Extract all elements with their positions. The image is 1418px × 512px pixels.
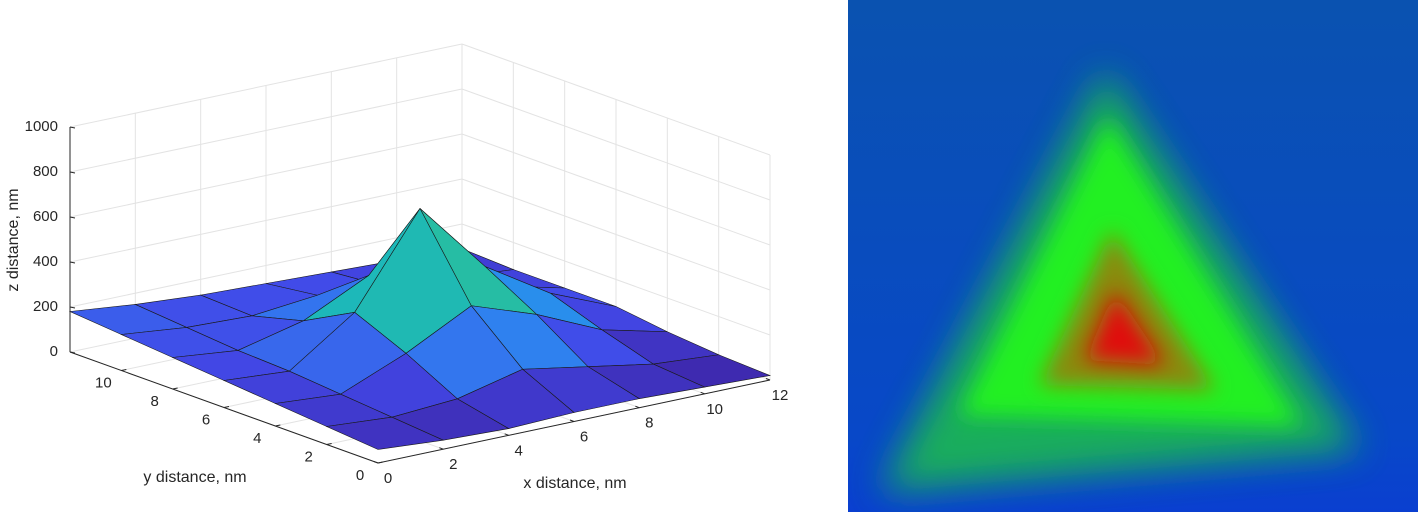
grid-line [69,133,463,218]
x-tick-label: 8 [645,415,653,432]
grid-line [461,88,771,201]
z-tick [69,171,76,174]
z-axis-label: z distance, nm [5,188,22,291]
z-tick [69,216,76,219]
x-axis-label: x distance, nm [523,475,626,492]
x-tick-label: 2 [449,456,457,473]
x-tick-label: 4 [514,442,522,459]
x-tick [569,419,575,422]
y-axis-label: y distance, nm [143,469,246,486]
x-tick [635,405,640,409]
heatmap-image [848,0,1418,512]
x-tick-label: 10 [706,401,723,418]
y-tick-label: 10 [95,374,112,391]
grid-line [461,223,771,336]
grid-line [461,178,771,291]
grid-line [69,223,463,308]
z-tick [69,126,76,129]
y-tick [377,461,384,464]
y-tick-label: 8 [150,393,158,410]
grid-line [461,43,771,156]
z-tick-label: 400 [33,253,58,270]
grid-line [69,178,463,263]
heatmap-peak [1085,290,1165,365]
y-tick [172,387,178,390]
x-tick [765,378,771,381]
x-tick-label: 12 [772,387,789,404]
x-tick [504,433,509,436]
y-tick [275,424,281,427]
y-tick [326,443,332,445]
y-tick-label: 4 [253,430,261,447]
surface-patch [325,416,445,450]
x-tick [373,461,379,464]
x-tick-label: 0 [384,470,392,487]
z-tick-label: 200 [33,298,58,315]
y-tick [121,369,127,371]
grid-line [69,88,463,173]
z-tick-label: 600 [33,208,58,225]
z-tick [69,261,76,264]
z-tick-label: 0 [50,343,58,360]
x-tick [439,447,444,450]
y-tick-label: 6 [202,411,210,428]
grid-line [69,43,463,128]
z-tick [69,306,76,309]
y-tick-label: 2 [304,448,312,465]
grid-line [461,133,771,246]
surface-plot: 0 2 4 6 8 10 12 0 2 4 6 8 10 0 200 400 600 800 1000 [25,43,789,487]
x-tick-label: 6 [580,428,588,445]
y-tick-label: 0 [356,467,364,484]
x-tick [700,391,705,395]
y-tick [223,406,230,408]
z-tick-label: 1000 [25,118,58,135]
z-tick-label: 800 [33,163,58,180]
z-tick [69,351,76,354]
